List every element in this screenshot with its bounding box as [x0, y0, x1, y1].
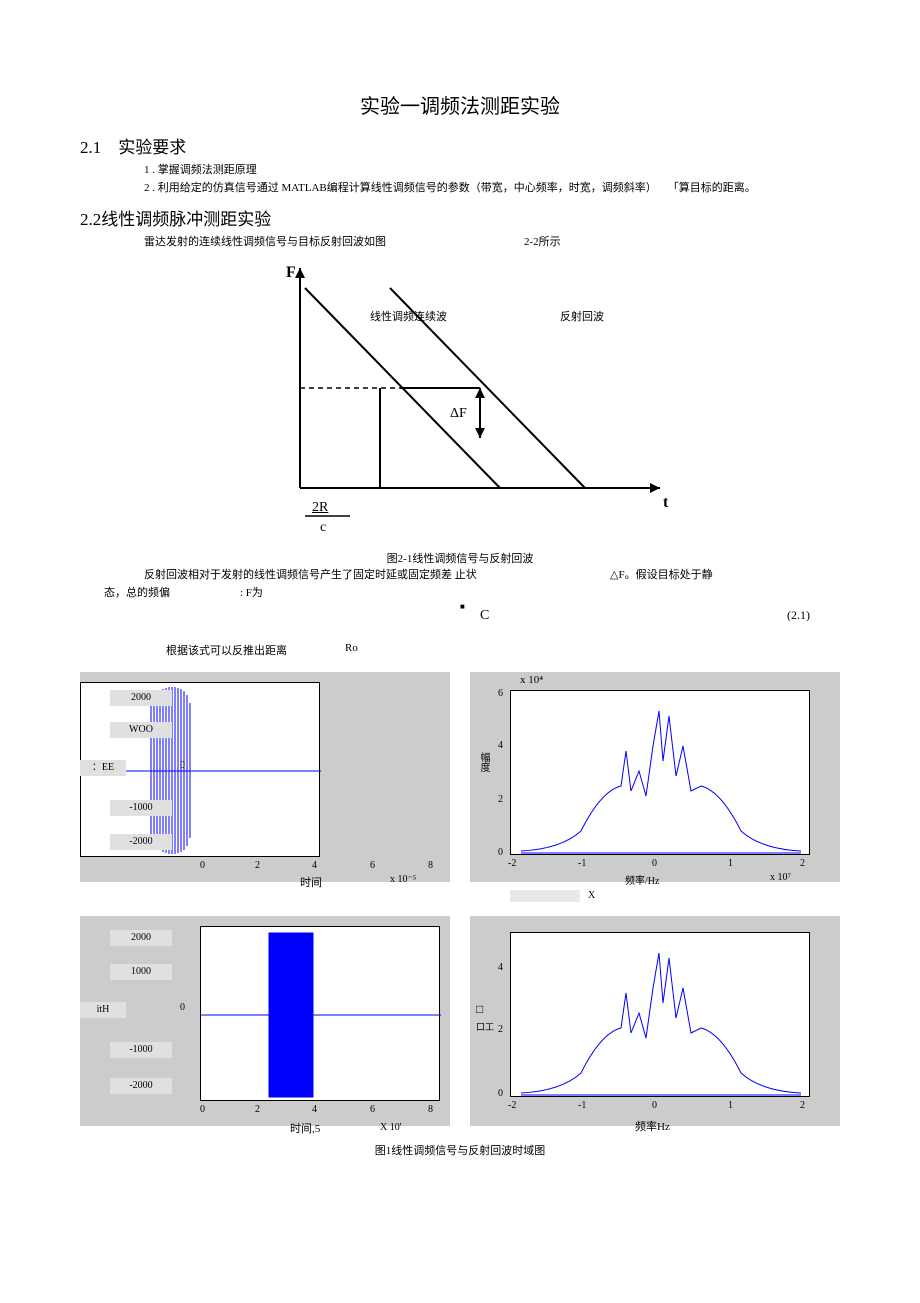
- tr-yexp: x 10⁴: [520, 674, 543, 686]
- br-x3: 1: [728, 1100, 733, 1111]
- bl-y4: -2000: [110, 1078, 172, 1094]
- tl-y1: WOO: [110, 722, 172, 738]
- tr-ylabel: 幅度: [476, 752, 491, 772]
- c-label: c: [320, 520, 326, 536]
- x-axis-label: t: [663, 494, 668, 512]
- bl-xexp: X 10': [380, 1122, 402, 1133]
- bl-x2: 4: [312, 1104, 317, 1115]
- plot-tr: [510, 690, 810, 855]
- section-2-1-heading: 2.1 实验要求: [80, 133, 840, 158]
- tl-extra: ：EE: [80, 760, 126, 776]
- tr-x3: 1: [728, 858, 733, 869]
- eq-dot: ■: [460, 602, 465, 611]
- bl-x0: 0: [200, 1104, 205, 1115]
- bl-extra: itH: [80, 1002, 126, 1018]
- bl-y1: 1000: [110, 964, 172, 980]
- br-square: □: [476, 1002, 483, 1017]
- eq-number: (2.1): [787, 608, 810, 623]
- figure-2-1: F t 线性调频连续波 反射回波 ΔF 2R c: [80, 258, 840, 548]
- tr-x4: 2: [800, 858, 805, 869]
- br-x0: -2: [508, 1100, 516, 1111]
- y-axis-label: F: [286, 264, 296, 282]
- tl-xlabel: 时间: [300, 874, 322, 890]
- tr-x0: -2: [508, 858, 516, 869]
- equation-row: ■ C (2.1): [80, 602, 840, 632]
- tl-y3: -1000: [110, 800, 172, 816]
- derive-sym: Ro: [345, 642, 358, 654]
- derive-text: 根据该式可以反推出距离: [166, 642, 287, 658]
- br-x2: 0: [652, 1100, 657, 1111]
- tl-y2: 0: [180, 760, 185, 771]
- plot-bl: [200, 926, 440, 1101]
- line1-label: 线性调频连续波: [370, 308, 447, 324]
- requirement-1: 1 . 掌握调频法测距原理: [144, 162, 840, 180]
- br-x4: 2: [800, 1100, 805, 1111]
- plot-br: [510, 932, 810, 1097]
- page-title: 实验一调频法测距实验: [80, 90, 840, 119]
- tr-y0: 6: [498, 688, 503, 699]
- tl-x2: 4: [312, 860, 317, 871]
- bl-x3: 6: [370, 1104, 375, 1115]
- bl-y2: 0: [180, 1002, 185, 1013]
- para-line1a: 反射回波相对于发射的线性调频信号产生了固定时延或固定频差 止状: [144, 566, 477, 582]
- figure-2-1-caption: 图2-1线性调频信号与反射回波: [80, 550, 840, 566]
- tl-x0: 0: [200, 860, 205, 871]
- eq-c: C: [480, 608, 489, 624]
- br-ylabel: 口工: [476, 1020, 494, 1033]
- tl-y4: -2000: [110, 834, 172, 850]
- para-line2a: 态，总的频偏: [104, 584, 170, 600]
- tr-x2: 0: [652, 858, 657, 869]
- br-y2: 0: [498, 1088, 503, 1099]
- plots-2x2: 2000 WOO ：EE 0 -1000 -2000 0 2 4 6 8 时间 …: [80, 672, 840, 1162]
- para-line1b: △F。假设目标处于静: [610, 566, 713, 582]
- intro-ref: 2-2所示: [524, 234, 561, 252]
- tl-x3: 6: [370, 860, 375, 871]
- bl-x1: 2: [255, 1104, 260, 1115]
- bl-y3: -1000: [110, 1042, 172, 1058]
- tl-x1: 2: [255, 860, 260, 871]
- tr-y1: 4: [498, 740, 503, 751]
- tr-y2: 2: [498, 794, 503, 805]
- section-2-2-intro: 雷达发射的连续线性调频信号与目标反射回波如图 2-2所示: [144, 234, 840, 252]
- plots-caption: 图1线性调频信号与反射回波时域图: [80, 1142, 840, 1158]
- bl-xlabel: 时间,5: [290, 1120, 320, 1136]
- tl-xexp: x 10⁻⁵: [390, 874, 416, 885]
- requirement-2: 2 . 利用给定的仿真信号通过 MATLAB编程计算线性调频信号的参数（带宽，中…: [144, 180, 840, 198]
- intro-text: 雷达发射的连续线性调频信号与目标反射回波如图: [144, 236, 386, 248]
- tl-x4: 8: [428, 860, 433, 871]
- tr-extra-x: X: [588, 890, 595, 901]
- line2-label: 反射回波: [560, 308, 604, 324]
- two-r-label: 2R: [312, 500, 328, 516]
- tr-bar: [510, 890, 580, 902]
- bl-x4: 8: [428, 1104, 433, 1115]
- tr-xlabel: 频率/Hz: [625, 872, 659, 887]
- tr-xexp: x 10⁷: [770, 872, 791, 883]
- figure-2-1-svg: [80, 258, 840, 538]
- bl-y0: 2000: [110, 930, 172, 946]
- tr-x1: -1: [578, 858, 586, 869]
- tr-y3: 0: [498, 847, 503, 858]
- br-y1: 2: [498, 1024, 503, 1035]
- para-line2b: : F为: [240, 584, 263, 600]
- br-x1: -1: [578, 1100, 586, 1111]
- br-xlabel: 频率Hz: [635, 1118, 670, 1134]
- br-y0: 4: [498, 962, 503, 973]
- delta-f-label: ΔF: [450, 406, 467, 422]
- section-2-2-heading: 2.2线性调频脉冲测距实验: [80, 205, 840, 230]
- tl-y0: 2000: [110, 690, 172, 706]
